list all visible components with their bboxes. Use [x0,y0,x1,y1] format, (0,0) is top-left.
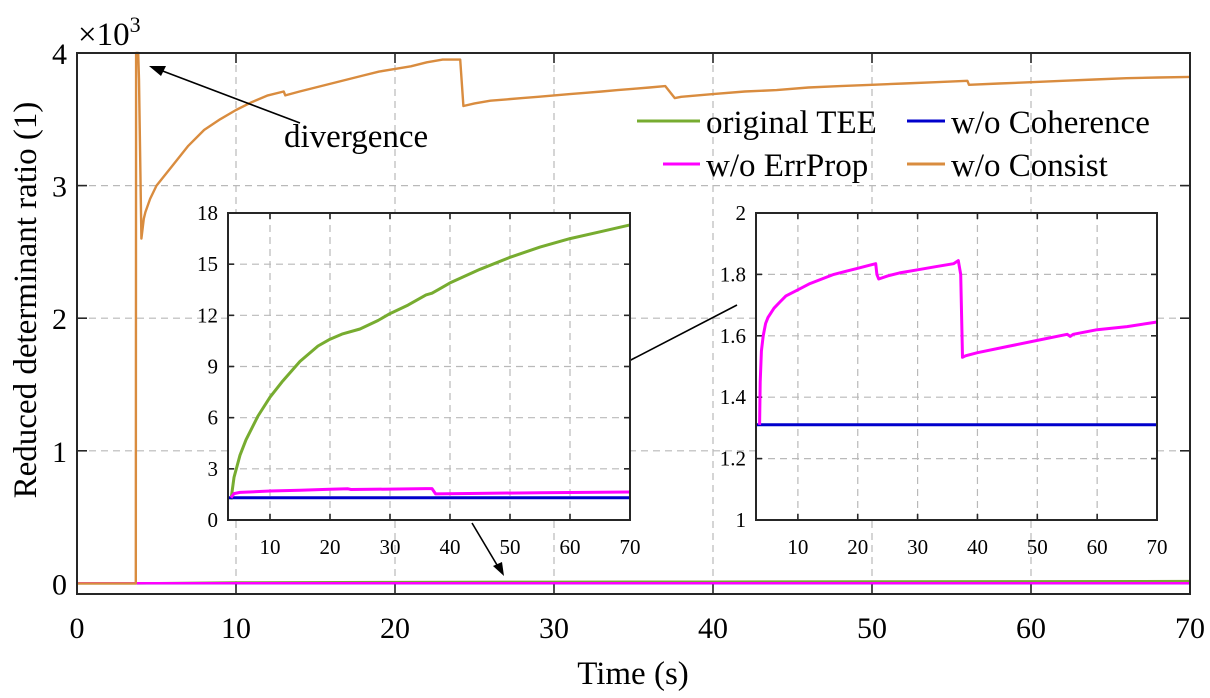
inset-left-frame [227,212,631,521]
xtick-label: 60 [1087,535,1108,559]
xtick-label: 50 [857,612,887,645]
xtick-label: 30 [907,535,928,559]
divergence-label: divergence [284,119,428,155]
legend: original TEE w/o Coherence w/o ErrProp w… [637,105,1150,184]
xtick-label: 30 [539,612,569,645]
xtick-label: 10 [221,612,251,645]
ytick-label: 1.6 [720,324,746,348]
inset-right-frame [755,212,1158,521]
legend-item-wo-errprop: w/o ErrProp [663,148,868,184]
inset-left-ytick-labels: 0 3 6 9 12 15 18 [197,201,218,532]
legend-label-wo-consist: w/o Consist [951,148,1108,184]
ytick-label: 0 [52,568,67,601]
xtick-label: 20 [847,535,868,559]
ytick-label: 1.2 [720,447,746,471]
inset-right-background [756,213,1157,520]
exponent-base: ×10 [78,17,130,53]
inset-right-ytick-labels: 1 1.2 1.4 1.6 1.8 2 [720,201,747,532]
main-ylabel: Reduced determinant ratio (1) [8,102,44,499]
main-ytick-labels: 0 1 2 3 4 [52,38,67,601]
zoom-arrowhead-bottom [493,562,504,576]
xtick-label: 0 [70,612,85,645]
series-line-wo-errprop [758,259,1158,425]
xtick-label: 60 [1016,612,1046,645]
xtick-label: 20 [380,612,410,645]
ytick-label: 0 [208,508,219,532]
ytick-label: 9 [208,355,219,379]
xtick-label: 50 [500,535,521,559]
xtick-label: 10 [787,535,808,559]
divergence-annotation: divergence [149,66,428,155]
divergence-arrow [159,69,301,124]
main-xlabel: Time (s) [577,656,689,692]
xtick-label: 20 [320,535,341,559]
inset-left-xtick-labels: 10 20 30 40 50 60 70 [260,535,641,559]
xtick-label: 60 [560,535,581,559]
series-line-original-tee [229,223,631,500]
series-line-wo-errprop [229,487,631,499]
inset-left: 10 20 30 40 50 60 70 0 3 6 9 12 15 18 [197,201,641,559]
legend-label-wo-coherence: w/o Coherence [951,105,1150,141]
legend-item-original-tee: original TEE [637,105,877,141]
series-line-wo-consist [77,51,1191,585]
inset-right-series [756,259,1158,427]
inset-left-series [228,223,631,500]
inset-left-grid [228,213,630,520]
xtick-label: 70 [620,535,641,559]
exponent-label: ×103 [78,12,141,53]
ytick-label: 18 [197,201,218,225]
ytick-label: 1.4 [720,385,747,409]
ytick-label: 2 [52,303,67,336]
xtick-label: 50 [1027,535,1048,559]
ytick-label: 3 [208,457,219,481]
xtick-label: 10 [260,535,281,559]
legend-label-wo-errprop: w/o ErrProp [706,148,868,184]
ytick-label: 6 [208,406,219,430]
main-axes-frame [76,52,1191,595]
inset-right-grid [756,213,1157,520]
ytick-label: 3 [52,171,67,204]
ytick-label: 1 [736,508,747,532]
inset-right-xtick-labels: 10 20 30 40 50 60 70 [787,535,1167,559]
inset-right: 10 20 30 40 50 60 70 1 1.2 1.4 1.6 1.8 2 [720,201,1168,559]
exponent-power: 3 [130,12,141,37]
xtick-label: 40 [440,535,461,559]
legend-item-wo-consist: w/o Consist [907,148,1108,184]
ytick-label: 12 [197,303,218,327]
xtick-label: 40 [967,535,988,559]
main-xtick-labels: 0 10 20 30 40 50 60 70 [70,612,1206,645]
xtick-label: 40 [698,612,728,645]
ytick-label: 2 [736,201,747,225]
zoom-arrow-bottom [471,522,501,571]
xtick-label: 70 [1175,612,1205,645]
legend-item-wo-coherence: w/o Coherence [907,105,1150,141]
ytick-label: 1 [52,436,67,469]
divergence-arrowhead [149,66,166,76]
legend-label-original-tee: original TEE [706,105,877,141]
ytick-label: 15 [197,252,218,276]
main-series [77,51,1191,585]
ytick-label: 4 [52,38,67,71]
xtick-label: 70 [1147,535,1168,559]
xtick-label: 30 [380,535,401,559]
ytick-label: 1.8 [720,262,746,286]
